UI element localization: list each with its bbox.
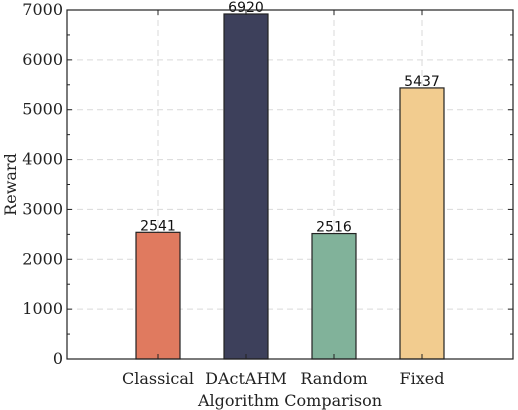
x-tick-label: DActAHM <box>205 369 287 388</box>
x-axis-label: Algorithm Comparison <box>197 391 382 410</box>
y-tick-label: 3000 <box>22 199 63 218</box>
grid-lines <box>67 10 513 359</box>
bar-random <box>311 232 357 360</box>
value-labels: 2541 6920 2516 5437 <box>140 0 440 236</box>
x-tick-label: Fixed <box>400 369 445 388</box>
y-axis-label: Reward <box>1 153 20 216</box>
bar-classical <box>135 231 181 360</box>
bar-value-label: 6920 <box>228 0 264 16</box>
y-tick-label: 0 <box>53 349 63 368</box>
y-tick-label: 1000 <box>22 299 63 318</box>
x-tick-label: Classical <box>122 369 194 388</box>
plot-frame <box>66 9 514 360</box>
bars <box>135 13 445 360</box>
y-tick-label: 5000 <box>22 100 63 119</box>
bar-dactahm <box>223 13 269 360</box>
y-tick-label: 4000 <box>22 150 63 169</box>
y-tick-label: 6000 <box>22 50 63 69</box>
x-tick-label: Random <box>300 369 367 388</box>
bar-fixed <box>399 87 445 360</box>
y-axis: 0 1000 2000 3000 4000 5000 6000 7000 <box>22 0 513 368</box>
bar-value-label: 5437 <box>404 74 440 90</box>
bar-value-label: 2541 <box>140 218 176 234</box>
y-tick-label: 2000 <box>22 249 63 268</box>
bar-value-label: 2516 <box>316 220 352 236</box>
y-tick-label: 7000 <box>22 0 63 19</box>
x-axis: Classical DActAHM Random Fixed <box>122 10 445 388</box>
